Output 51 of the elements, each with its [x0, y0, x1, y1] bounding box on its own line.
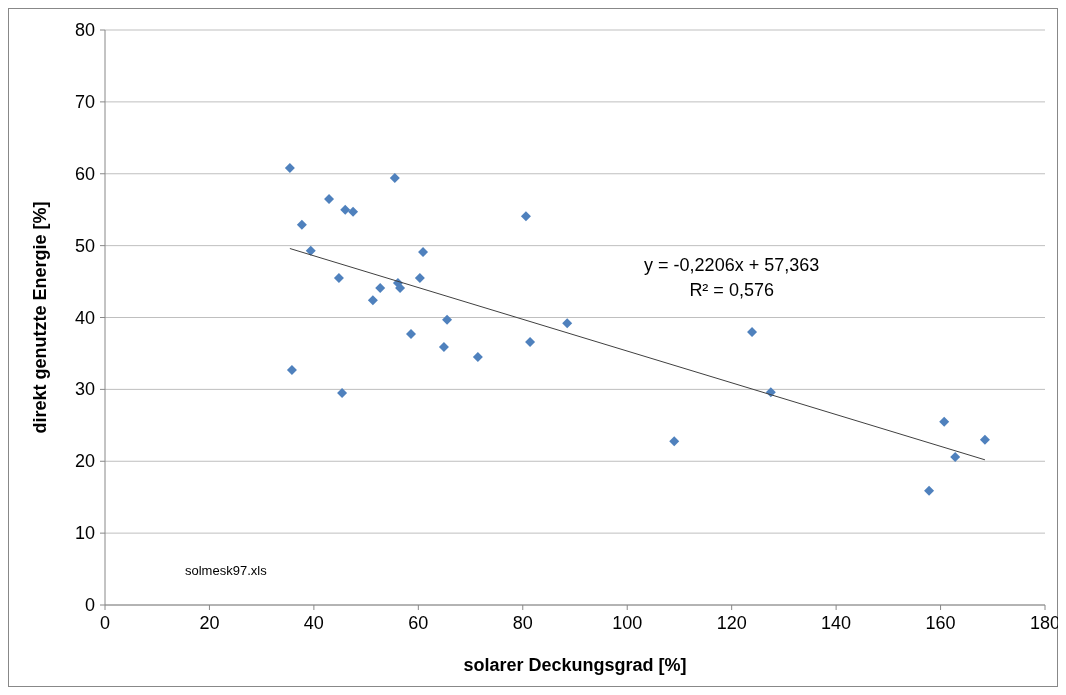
point [375, 283, 386, 294]
x-tick-label: 160 [925, 613, 956, 633]
y-tick-label: 0 [84, 595, 95, 615]
point [414, 272, 425, 283]
point [924, 485, 935, 496]
y-tick-label: 10 [74, 523, 95, 544]
x-tick-label: 40 [303, 613, 324, 633]
x-tick-label: 120 [716, 613, 747, 633]
point [747, 326, 758, 337]
y-tick-label: 70 [74, 91, 95, 112]
x-tick-label: 60 [408, 613, 429, 633]
point [348, 206, 359, 217]
point [406, 329, 417, 340]
annotation: y = -0,2206x + 57,363 [644, 254, 820, 275]
point [333, 272, 344, 283]
annotation: R² = 0,576 [689, 279, 774, 300]
x-tick-label: 20 [199, 613, 220, 633]
y-tick-label: 30 [74, 379, 95, 400]
y-tick-label: 80 [74, 20, 95, 40]
point [472, 352, 483, 363]
point [418, 247, 429, 258]
x-tick-label: 140 [821, 613, 852, 633]
point [520, 211, 531, 222]
point [324, 193, 335, 204]
x-tick-label: 0 [99, 613, 111, 633]
y-tick-label: 20 [74, 451, 95, 472]
y-tick-label: 60 [74, 163, 95, 184]
y-axis-title: direkt genutzte Energie [%] [30, 201, 50, 434]
point [939, 416, 950, 427]
point [367, 295, 378, 306]
point [389, 173, 400, 184]
point [669, 436, 680, 447]
point [438, 341, 449, 352]
y-tick-label: 50 [74, 235, 95, 256]
point [340, 204, 351, 215]
x-axis-title: solarer Deckungsgrad [%] [463, 655, 687, 675]
y-tick-label: 40 [74, 307, 95, 328]
point [442, 314, 453, 325]
point [337, 387, 348, 398]
point [979, 434, 990, 445]
point [395, 283, 406, 294]
point [284, 163, 295, 173]
x-tick-label: 80 [512, 613, 533, 633]
point [296, 219, 307, 230]
annotation: solmesk97.xls [185, 563, 268, 578]
point [525, 336, 536, 347]
x-tick-label: 100 [612, 613, 643, 633]
point [950, 451, 961, 462]
point [562, 318, 573, 329]
point [286, 364, 297, 375]
point [305, 245, 316, 256]
